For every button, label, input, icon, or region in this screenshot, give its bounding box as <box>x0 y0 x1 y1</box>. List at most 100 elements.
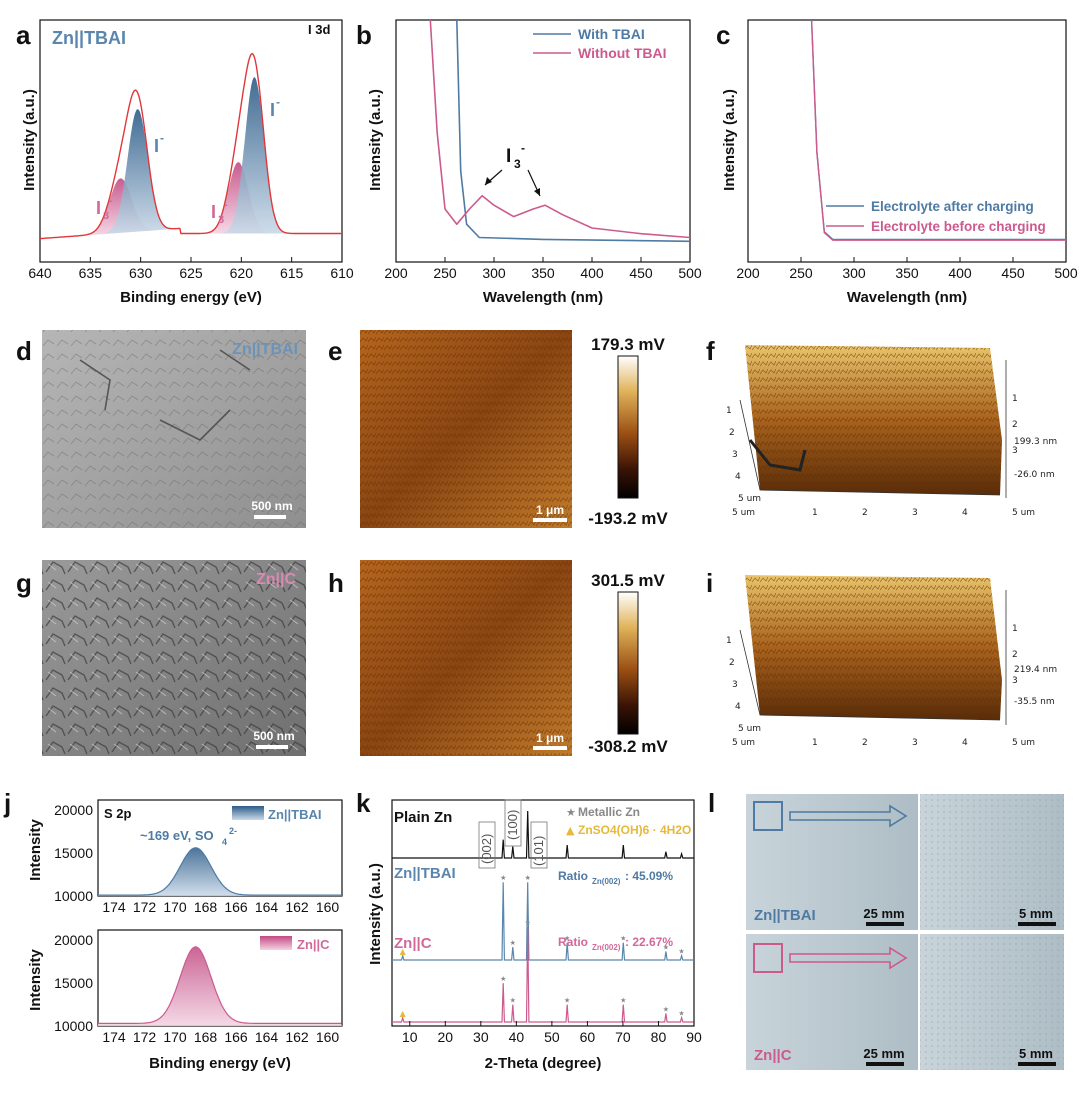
x-tick-label: 620 <box>230 265 254 281</box>
legend-j-top: Zn||TBAI <box>232 806 322 822</box>
ratio-tbai-label: Ratio <box>558 869 588 883</box>
star-marker: ★ <box>510 939 516 947</box>
legend-label-j-top: Zn||TBAI <box>268 807 322 822</box>
plane-101: (101) <box>531 836 546 866</box>
y-tick-label: 10000 <box>54 1018 93 1034</box>
x-tick-label: 70 <box>615 1029 631 1045</box>
scale-bar-small-l-top <box>1018 922 1056 926</box>
panel-l: l Zn||TBAI Zn||C 25 mm 5 mm 25 mm 5 mm <box>708 788 1064 1070</box>
triangle-icon: ▲ <box>566 824 575 837</box>
i3-label-1: I <box>96 198 101 218</box>
x-tick-label: 40 <box>509 1029 525 1045</box>
ylabel-j-top: Intensity <box>27 819 44 881</box>
x-tick-label-top: 166 <box>224 899 248 915</box>
ratio-tbai-value: : 45.09% <box>625 869 673 883</box>
afm-right-tick: 2 <box>1012 420 1018 430</box>
x-tick-label-top: 168 <box>194 899 218 915</box>
panel-label-l: l <box>708 788 715 818</box>
ratio-c-value: : 22.67% <box>625 935 673 949</box>
x-tick-label: 250 <box>433 265 457 281</box>
y-tick-label: 15000 <box>54 845 93 861</box>
x-tick-label: 450 <box>629 265 653 281</box>
uv-plot-b <box>429 19 691 243</box>
scale-big-l-top: 25 mm <box>863 906 904 921</box>
xrd-plot-k: ▲ ★ ★ ★ ★ ★ ★ ★ ▲ ★ ★ ★ ★ ★ ★ ★ <box>392 810 694 1023</box>
xticks-k: 10 20 30 40 50 60 70 80 90 <box>402 1021 702 1045</box>
i-minus-label-1: I <box>154 136 159 156</box>
i3-sub-1: 3 <box>103 210 109 222</box>
x-tick-label: 635 <box>79 265 103 281</box>
xps-plot-a <box>39 52 341 240</box>
xrd-zn-tbai <box>392 882 694 961</box>
afm-origin-label: 5 um <box>732 738 755 748</box>
z-bot-f: -26.0 nm <box>1014 470 1055 480</box>
x-tick-label: 300 <box>842 265 866 281</box>
x-tick-label: 350 <box>531 265 555 281</box>
region-label-j: S 2p <box>104 806 132 821</box>
y-tick-label: 20000 <box>54 802 93 818</box>
panel-label-h: h <box>328 568 344 598</box>
x-tick-label-bot: 170 <box>163 1029 187 1045</box>
envelope-line <box>39 52 341 240</box>
star-marker: ★ <box>678 948 684 956</box>
peak-label-i3-1: I 3 - <box>96 195 113 222</box>
xticks-b: 200 250 300 350 400 450 500 <box>384 257 702 281</box>
scale-label-g: 500 nm <box>253 729 294 743</box>
panel-label-k: k <box>356 788 371 818</box>
afm-x-tick: 2 <box>862 508 868 518</box>
row-label-zn-c: Zn||C <box>394 935 432 952</box>
xps-plot-j <box>98 847 342 1026</box>
legend-metallic-zn: Metallic Zn <box>578 805 640 819</box>
panel-label-f: f <box>706 336 715 366</box>
i3-annot-sub: 3 <box>514 157 521 171</box>
x-tick-label-top: 160 <box>316 899 340 915</box>
afm-y-tick: 4 <box>735 472 741 482</box>
z-bot-i: -35.5 nm <box>1014 697 1055 707</box>
x-tick-label: 10 <box>402 1029 418 1045</box>
afm-ticks-f: 1 2 3 4 5 um 1 2 3 4 5 um 5 um 1 2 3 <box>726 394 1035 518</box>
annot-j-text: ~169 eV, SO <box>140 828 214 843</box>
afm-x-tick: 4 <box>962 508 968 518</box>
ratio-tbai: Ratio Zn(002) : 45.09% <box>558 869 673 886</box>
colorbar-h <box>617 591 639 735</box>
x-tick-label: 30 <box>473 1029 489 1045</box>
afm-right-tick: 3 <box>1012 446 1018 456</box>
legend-label-j-bot: Zn||C <box>297 937 330 952</box>
star-marker: ★ <box>564 935 570 943</box>
afm-x-tick: 5 um <box>1012 508 1035 518</box>
plane-box-002 <box>478 821 496 869</box>
x-tick-label: 615 <box>280 265 304 281</box>
legend-j-bot: Zn||C <box>260 936 330 952</box>
x-tick-label: 610 <box>330 265 354 281</box>
panel-i: i 1 2 3 4 5 um 1 2 3 4 5 um 5 um 1 2 3 219.4 nm -35.5… <box>706 568 1057 748</box>
zoom-box-l-top <box>753 801 783 831</box>
scale-bar-e <box>533 518 567 522</box>
scale-label-h: 1 μm <box>536 731 564 745</box>
panel-label-c: c <box>716 20 730 50</box>
star-marker: ★ <box>678 1010 684 1018</box>
scale-label-d: 500 nm <box>251 499 292 513</box>
afm-axes-i <box>739 629 1001 721</box>
afm-y-tick: 3 <box>732 680 738 690</box>
x-tick-label: 630 <box>129 265 153 281</box>
x-tick-label: 20 <box>438 1029 454 1045</box>
legend-k: ★ Metallic Zn ▲ ZnSO4(OH)6 · 4H2O <box>566 805 691 837</box>
scale-big-l-bot: 25 mm <box>863 1046 904 1061</box>
y-tick-label: 20000 <box>54 932 93 948</box>
legend-after-charging: Electrolyte after charging <box>871 199 1034 214</box>
xrd-zn-c <box>392 926 694 1023</box>
scale-bar-d <box>254 515 286 519</box>
optical-image-l-top-left <box>746 794 918 930</box>
x-tick-label-bot: 164 <box>255 1029 279 1045</box>
x-tick-label: 350 <box>895 265 919 281</box>
peak-label-i-minus-1: I - <box>154 131 164 156</box>
scale-small-l-top: 5 mm <box>1019 906 1053 921</box>
peak-zn-tbai-line <box>98 847 342 896</box>
peak-zn-tbai-fill <box>98 847 342 896</box>
panel-a: a Zn||TBAI I 3d Intensity (a.u.) Binding… <box>16 19 354 306</box>
peak-label-i-minus-2: I - <box>270 95 280 120</box>
plane-labels-k: (002) (100) (101) <box>478 799 548 869</box>
panel-g: g Zn||C 500 nm <box>16 560 306 756</box>
x-tick-label: 500 <box>678 265 702 281</box>
